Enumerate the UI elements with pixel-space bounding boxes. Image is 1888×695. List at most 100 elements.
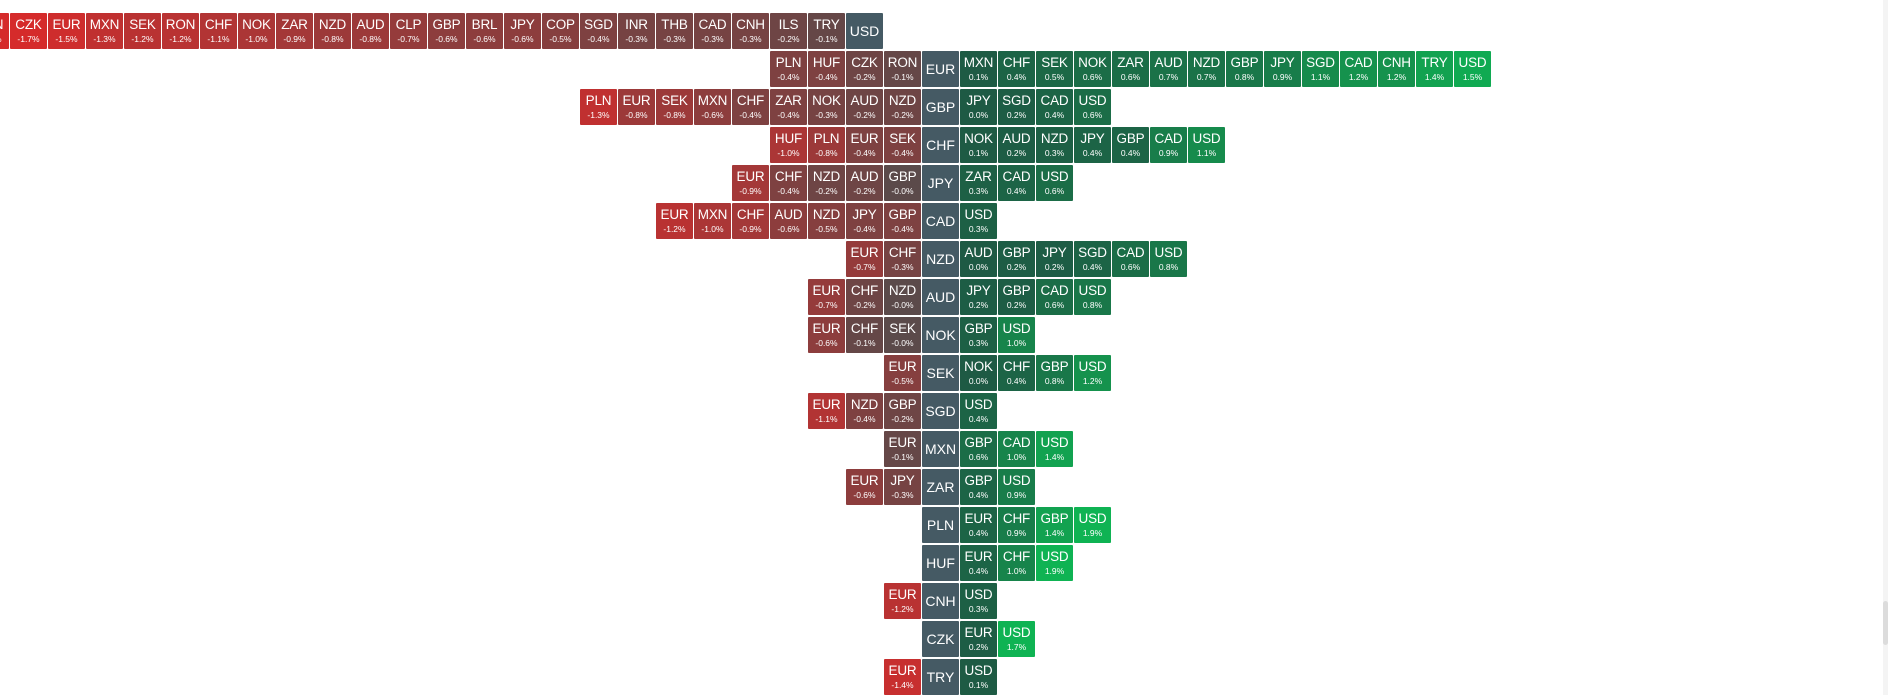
heatmap-cell[interactable]: GBP 0.8%: [1226, 51, 1263, 87]
heatmap-cell[interactable]: NOK -0.3%: [808, 89, 845, 125]
heatmap-cell[interactable]: HUF -0.4%: [808, 51, 845, 87]
heatmap-cell[interactable]: PLN -0.8%: [808, 127, 845, 163]
heatmap-cell[interactable]: CHF -0.3%: [884, 241, 921, 277]
heatmap-cell[interactable]: GBP 0.6%: [960, 431, 997, 467]
heatmap-cell[interactable]: GBP -0.2%: [884, 393, 921, 429]
heatmap-cell[interactable]: USD 1.2%: [1074, 355, 1111, 391]
heatmap-cell[interactable]: JPY -0.4%: [846, 203, 883, 239]
heatmap-cell[interactable]: USD 1.9%: [1074, 507, 1111, 543]
heatmap-cell[interactable]: CHF 0.4%: [998, 355, 1035, 391]
heatmap-cell[interactable]: GBP 0.2%: [998, 279, 1035, 315]
heatmap-cell[interactable]: EUR -1.2%: [656, 203, 693, 239]
heatmap-cell[interactable]: SGD 0.2%: [998, 89, 1035, 125]
heatmap-cell[interactable]: EUR -0.7%: [846, 241, 883, 277]
heatmap-cell[interactable]: CAD 1.0%: [998, 431, 1035, 467]
heatmap-cell[interactable]: USD 0.1%: [960, 659, 997, 695]
heatmap-cell[interactable]: EUR -0.7%: [808, 279, 845, 315]
heatmap-cell[interactable]: USD 0.4%: [960, 393, 997, 429]
heatmap-cell[interactable]: CLP -0.7%: [390, 13, 427, 49]
heatmap-cell[interactable]: EUR -0.1%: [884, 431, 921, 467]
heatmap-cell[interactable]: MXN -1.0%: [694, 203, 731, 239]
heatmap-cell[interactable]: GBP 0.4%: [1112, 127, 1149, 163]
heatmap-cell[interactable]: GBP 0.4%: [960, 469, 997, 505]
heatmap-cell[interactable]: NZD -0.2%: [808, 165, 845, 201]
heatmap-cell[interactable]: CHF 0.9%: [998, 507, 1035, 543]
heatmap-cell[interactable]: JPY -0.6%: [504, 13, 541, 49]
heatmap-cell[interactable]: NZD -0.5%: [808, 203, 845, 239]
heatmap-cell[interactable]: CHF -0.4%: [732, 89, 769, 125]
heatmap-cell[interactable]: NZD -0.8%: [314, 13, 351, 49]
heatmap-cell[interactable]: CNH -0.3%: [732, 13, 769, 49]
heatmap-cell[interactable]: ZAR -0.4%: [770, 89, 807, 125]
heatmap-cell[interactable]: NZD -0.0%: [884, 279, 921, 315]
heatmap-cell[interactable]: NOK 0.6%: [1074, 51, 1111, 87]
heatmap-cell[interactable]: NOK 0.1%: [960, 127, 997, 163]
heatmap-cell[interactable]: SEK -1.2%: [124, 13, 161, 49]
heatmap-cell[interactable]: CHF 1.0%: [998, 545, 1035, 581]
heatmap-cell[interactable]: AUD -0.8%: [352, 13, 389, 49]
heatmap-cell[interactable]: CAD 1.2%: [1340, 51, 1377, 87]
heatmap-cell[interactable]: BRL -0.6%: [466, 13, 503, 49]
heatmap-cell[interactable]: MXN 0.1%: [960, 51, 997, 87]
heatmap-cell[interactable]: PLN -1.9%: [0, 13, 9, 49]
heatmap-cell[interactable]: THB -0.3%: [656, 13, 693, 49]
heatmap-cell[interactable]: CAD 0.6%: [1036, 279, 1073, 315]
heatmap-cell[interactable]: USD 1.7%: [998, 621, 1035, 657]
heatmap-cell[interactable]: CHF -0.2%: [846, 279, 883, 315]
heatmap-cell[interactable]: CAD 0.6%: [1112, 241, 1149, 277]
heatmap-cell[interactable]: ZAR 0.3%: [960, 165, 997, 201]
heatmap-cell[interactable]: SGD 0.4%: [1074, 241, 1111, 277]
heatmap-cell[interactable]: SEK 0.5%: [1036, 51, 1073, 87]
heatmap-cell[interactable]: RON -0.1%: [884, 51, 921, 87]
heatmap-cell[interactable]: JPY -0.3%: [884, 469, 921, 505]
heatmap-cell[interactable]: PLN -1.3%: [580, 89, 617, 125]
heatmap-cell[interactable]: JPY 0.2%: [1036, 241, 1073, 277]
heatmap-cell[interactable]: AUD 0.7%: [1150, 51, 1187, 87]
heatmap-cell[interactable]: NOK 0.0%: [960, 355, 997, 391]
heatmap-cell[interactable]: CHF -0.1%: [846, 317, 883, 353]
heatmap-cell[interactable]: AUD -0.2%: [846, 165, 883, 201]
heatmap-cell[interactable]: USD 0.8%: [1074, 279, 1111, 315]
heatmap-cell[interactable]: SGD -0.4%: [580, 13, 617, 49]
heatmap-cell[interactable]: CHF -0.9%: [732, 203, 769, 239]
heatmap-cell[interactable]: SEK -0.8%: [656, 89, 693, 125]
heatmap-cell[interactable]: CZK -1.7%: [10, 13, 47, 49]
heatmap-cell[interactable]: USD 1.4%: [1036, 431, 1073, 467]
scrollbar-thumb[interactable]: [1883, 601, 1888, 645]
heatmap-cell[interactable]: EUR -0.9%: [732, 165, 769, 201]
heatmap-cell[interactable]: EUR -0.4%: [846, 127, 883, 163]
heatmap-cell[interactable]: EUR -0.6%: [808, 317, 845, 353]
heatmap-cell[interactable]: CAD 0.4%: [1036, 89, 1073, 125]
heatmap-cell[interactable]: GBP 0.2%: [998, 241, 1035, 277]
heatmap-cell[interactable]: NOK -1.0%: [238, 13, 275, 49]
heatmap-cell[interactable]: EUR 0.4%: [960, 507, 997, 543]
heatmap-cell[interactable]: TRY 1.4%: [1416, 51, 1453, 87]
heatmap-cell[interactable]: EUR 0.2%: [960, 621, 997, 657]
heatmap-cell[interactable]: GBP -0.0%: [884, 165, 921, 201]
heatmap-cell[interactable]: USD 0.3%: [960, 583, 997, 619]
heatmap-cell[interactable]: USD 1.5%: [1454, 51, 1491, 87]
heatmap-cell[interactable]: PLN -0.4%: [770, 51, 807, 87]
heatmap-cell[interactable]: GBP -0.4%: [884, 203, 921, 239]
heatmap-cell[interactable]: AUD 0.2%: [998, 127, 1035, 163]
heatmap-cell[interactable]: NZD 0.7%: [1188, 51, 1225, 87]
heatmap-cell[interactable]: EUR -0.5%: [884, 355, 921, 391]
heatmap-cell[interactable]: EUR -1.1%: [808, 393, 845, 429]
heatmap-cell[interactable]: GBP 0.8%: [1036, 355, 1073, 391]
heatmap-cell[interactable]: EUR -1.4%: [884, 659, 921, 695]
heatmap-cell[interactable]: SEK -0.0%: [884, 317, 921, 353]
heatmap-cell[interactable]: ILS -0.2%: [770, 13, 807, 49]
heatmap-cell[interactable]: USD 0.9%: [998, 469, 1035, 505]
heatmap-cell[interactable]: RON -1.2%: [162, 13, 199, 49]
heatmap-cell[interactable]: CHF -1.1%: [200, 13, 237, 49]
heatmap-cell[interactable]: COP -0.5%: [542, 13, 579, 49]
heatmap-cell[interactable]: JPY 0.9%: [1264, 51, 1301, 87]
heatmap-cell[interactable]: ZAR -0.9%: [276, 13, 313, 49]
heatmap-cell[interactable]: EUR 0.4%: [960, 545, 997, 581]
heatmap-cell[interactable]: TRY -0.1%: [808, 13, 845, 49]
heatmap-cell[interactable]: INR -0.3%: [618, 13, 655, 49]
heatmap-cell[interactable]: SGD 1.1%: [1302, 51, 1339, 87]
heatmap-cell[interactable]: USD 1.9%: [1036, 545, 1073, 581]
heatmap-cell[interactable]: USD 1.0%: [998, 317, 1035, 353]
heatmap-cell[interactable]: EUR -0.6%: [846, 469, 883, 505]
